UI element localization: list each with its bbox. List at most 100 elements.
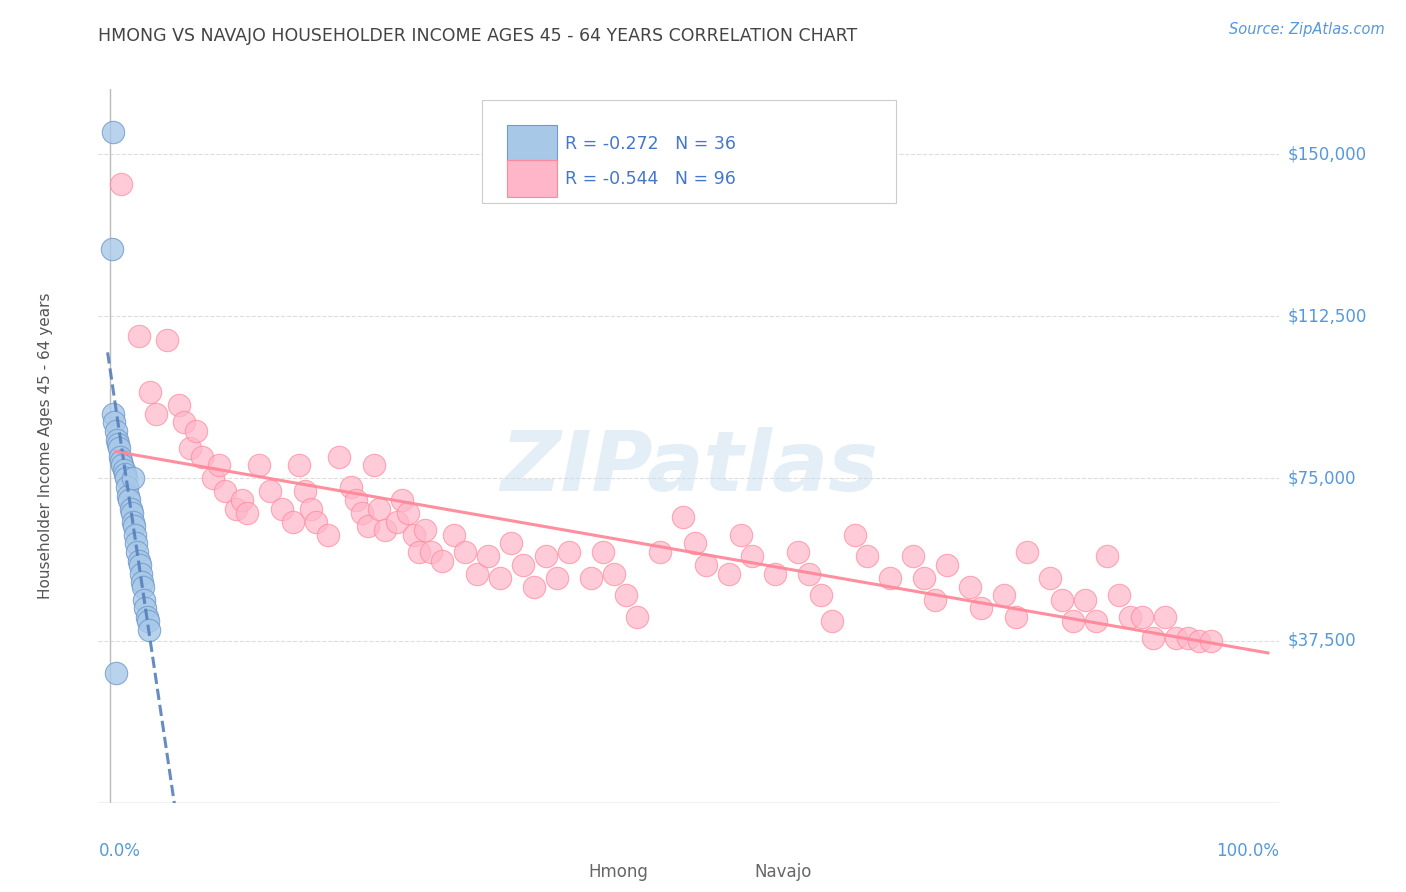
- Point: [363, 458, 385, 473]
- Point: [108, 450, 131, 464]
- Point: [101, 242, 124, 256]
- Point: [443, 527, 465, 541]
- Point: [283, 515, 305, 529]
- Point: [901, 549, 924, 564]
- Text: 100.0%: 100.0%: [1216, 842, 1279, 860]
- Point: [810, 588, 832, 602]
- Point: [603, 566, 626, 581]
- Point: [167, 398, 190, 412]
- FancyBboxPatch shape: [508, 160, 557, 197]
- Point: [132, 580, 155, 594]
- Point: [138, 623, 160, 637]
- Point: [344, 493, 367, 508]
- Point: [247, 458, 270, 473]
- Point: [103, 415, 125, 429]
- Point: [145, 407, 167, 421]
- Point: [120, 501, 142, 516]
- Point: [557, 545, 579, 559]
- Point: [202, 471, 225, 485]
- Text: ZIPatlas: ZIPatlas: [501, 427, 877, 508]
- Point: [501, 536, 523, 550]
- Point: [924, 592, 946, 607]
- Point: [259, 484, 281, 499]
- Point: [614, 588, 637, 602]
- Point: [1142, 632, 1164, 646]
- Point: [855, 549, 877, 564]
- Text: $112,500: $112,500: [1288, 307, 1367, 326]
- Point: [128, 558, 150, 572]
- Text: R = -0.272   N = 36: R = -0.272 N = 36: [565, 135, 735, 153]
- Point: [328, 450, 350, 464]
- Point: [105, 433, 128, 447]
- Point: [111, 458, 134, 473]
- Point: [683, 536, 706, 550]
- Point: [879, 571, 901, 585]
- Point: [107, 437, 129, 451]
- Point: [912, 571, 935, 585]
- FancyBboxPatch shape: [482, 100, 896, 203]
- Point: [305, 515, 328, 529]
- Point: [184, 424, 207, 438]
- Point: [115, 471, 138, 485]
- Point: [134, 592, 156, 607]
- Point: [368, 501, 391, 516]
- Point: [103, 125, 125, 139]
- Point: [179, 441, 201, 455]
- Point: [1130, 610, 1153, 624]
- Point: [134, 601, 156, 615]
- Point: [173, 415, 195, 429]
- Point: [208, 458, 231, 473]
- Point: [108, 441, 131, 455]
- Point: [626, 610, 648, 624]
- Point: [959, 580, 981, 594]
- Point: [121, 515, 143, 529]
- FancyBboxPatch shape: [508, 126, 557, 162]
- Point: [288, 458, 311, 473]
- Text: $37,500: $37,500: [1288, 632, 1357, 649]
- Point: [128, 553, 150, 567]
- Point: [741, 549, 763, 564]
- Point: [156, 333, 179, 347]
- FancyBboxPatch shape: [546, 858, 585, 887]
- Point: [935, 558, 957, 572]
- Point: [465, 566, 488, 581]
- Point: [1062, 614, 1084, 628]
- Point: [523, 580, 546, 594]
- Point: [1199, 633, 1222, 648]
- Text: HMONG VS NAVAJO HOUSEHOLDER INCOME AGES 45 - 64 YEARS CORRELATION CHART: HMONG VS NAVAJO HOUSEHOLDER INCOME AGES …: [98, 27, 858, 45]
- Point: [1097, 549, 1119, 564]
- Point: [190, 450, 212, 464]
- Point: [136, 614, 159, 628]
- Point: [993, 588, 1015, 602]
- Point: [236, 506, 259, 520]
- Point: [1108, 588, 1130, 602]
- Point: [104, 666, 127, 681]
- Point: [270, 501, 292, 516]
- Point: [432, 553, 454, 567]
- Point: [122, 519, 145, 533]
- Point: [352, 506, 374, 520]
- Point: [592, 545, 614, 559]
- Point: [1073, 592, 1095, 607]
- Point: [127, 545, 149, 559]
- Point: [114, 467, 136, 482]
- Point: [821, 614, 844, 628]
- Point: [1004, 610, 1026, 624]
- Text: $150,000: $150,000: [1288, 145, 1367, 163]
- Point: [1039, 571, 1062, 585]
- Point: [139, 384, 162, 399]
- Point: [299, 501, 322, 516]
- Point: [730, 527, 752, 541]
- Point: [1177, 632, 1199, 646]
- Point: [672, 510, 695, 524]
- Point: [1085, 614, 1108, 628]
- Point: [695, 558, 717, 572]
- Point: [1153, 610, 1175, 624]
- Point: [1119, 610, 1142, 624]
- Point: [408, 545, 430, 559]
- Point: [129, 566, 152, 581]
- Point: [121, 471, 143, 485]
- Point: [650, 545, 672, 559]
- Point: [844, 527, 866, 541]
- Point: [1166, 632, 1188, 646]
